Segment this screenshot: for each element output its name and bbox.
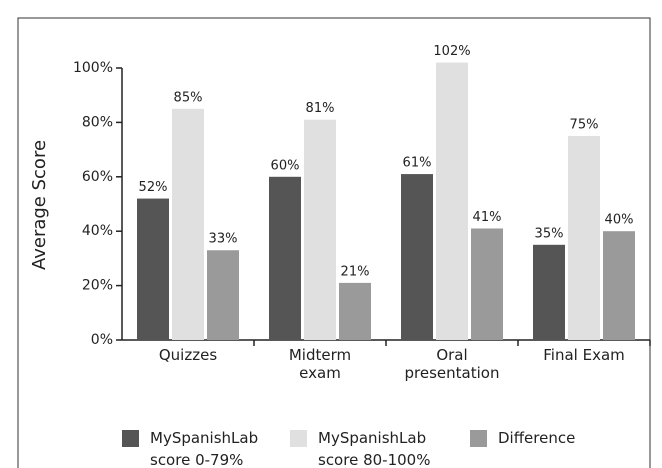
bar — [568, 136, 600, 340]
legend-swatch — [290, 430, 307, 447]
legend-label: Difference — [498, 429, 576, 447]
value-label: 81% — [306, 101, 335, 116]
y-axis-label: Average Score — [29, 140, 50, 270]
y-tick-label: 100% — [73, 60, 113, 76]
value-label: 52% — [139, 180, 168, 195]
bar — [339, 282, 371, 340]
y-tick-label: 60% — [82, 169, 113, 185]
bar — [172, 108, 204, 340]
bar — [436, 62, 468, 341]
bar — [471, 228, 503, 340]
y-tick-label: 40% — [82, 223, 113, 239]
value-label: 40% — [605, 213, 634, 228]
y-tick-label: 20% — [82, 278, 113, 294]
value-label: 102% — [433, 44, 470, 59]
y-tick-label: 0% — [91, 332, 113, 348]
value-label: 21% — [341, 264, 370, 279]
legend-label: MySpanishLab score 80-100% — [318, 429, 431, 468]
value-label: 61% — [403, 156, 432, 171]
value-label: 33% — [209, 232, 238, 247]
bar — [304, 119, 336, 341]
bar — [533, 244, 565, 340]
value-label: 60% — [271, 158, 300, 173]
value-label: 35% — [535, 226, 564, 241]
legend-swatch — [470, 430, 487, 447]
value-label: 85% — [174, 90, 203, 105]
bar — [401, 174, 433, 340]
frame — [17, 17, 651, 468]
x-tick-label: Quizzes — [158, 346, 218, 364]
bar — [207, 250, 239, 340]
bar — [269, 176, 301, 340]
bar — [137, 198, 169, 340]
legend-swatch — [122, 430, 139, 447]
value-label: 41% — [473, 210, 502, 225]
y-tick-label: 80% — [82, 114, 113, 130]
x-tick-label: Oral presentation — [404, 346, 500, 382]
x-tick-label: Midterm exam — [288, 346, 352, 382]
bar — [603, 231, 635, 340]
legend-label: MySpanishLab score 0-79% — [150, 429, 259, 468]
x-tick-label: Final Exam — [543, 346, 625, 364]
value-label: 75% — [570, 118, 599, 133]
